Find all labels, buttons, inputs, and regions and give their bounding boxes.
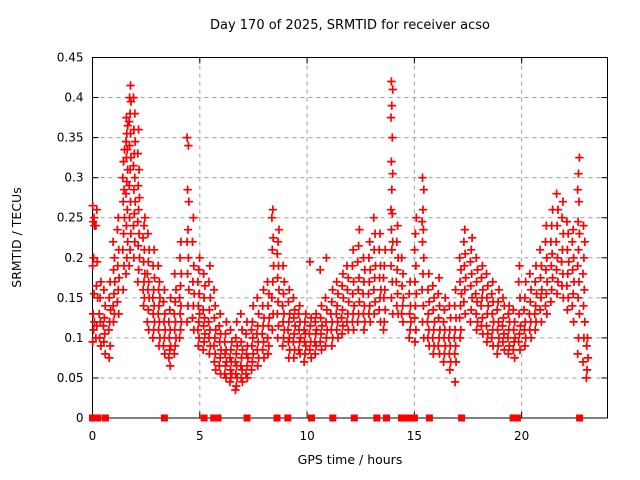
plot-border bbox=[92, 57, 608, 419]
y-tick-label: 0.3 bbox=[64, 171, 83, 185]
y-tick-label: 0.35 bbox=[57, 131, 84, 145]
x-tick-label: 10 bbox=[299, 429, 314, 443]
y-tick-label: 0.2 bbox=[64, 251, 83, 265]
y-tick-label: 0.4 bbox=[64, 91, 83, 105]
chart-title: Day 170 of 2025, SRMTID for receiver acs… bbox=[210, 18, 490, 33]
y-tick-label: 0.45 bbox=[57, 51, 84, 65]
y-tick-label: 0.15 bbox=[57, 291, 84, 305]
x-axis-label: GPS time / hours bbox=[298, 452, 403, 467]
x-tick-label: 5 bbox=[196, 429, 204, 443]
y-tick-label: 0 bbox=[76, 411, 84, 425]
zero-value-squares bbox=[89, 414, 584, 422]
y-tick-label: 0.05 bbox=[57, 371, 84, 385]
x-tick-label: 20 bbox=[514, 429, 529, 443]
x-tick-label: 0 bbox=[89, 429, 97, 443]
y-tick-label: 0.1 bbox=[64, 331, 83, 345]
y-tick-label: 0.25 bbox=[57, 211, 84, 225]
x-tick-label: 15 bbox=[407, 429, 422, 443]
y-axis-label: SRMTID / TECUs bbox=[9, 187, 24, 287]
scatter-points-plus bbox=[88, 77, 593, 395]
